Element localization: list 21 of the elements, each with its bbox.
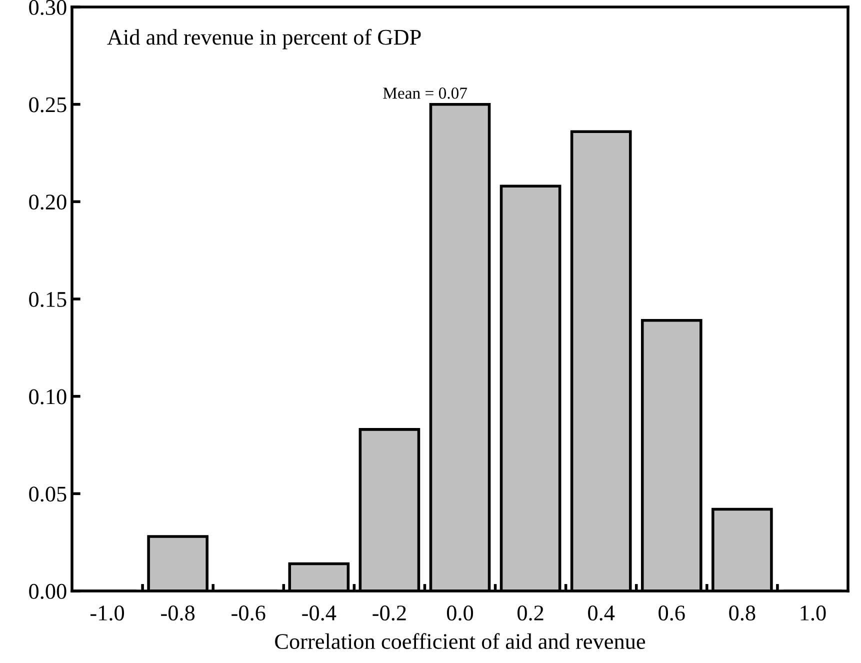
y-tick-label: 0.20 <box>29 194 66 210</box>
y-tick-label: 0.05 <box>29 486 66 502</box>
y-tick-label: 0.15 <box>29 292 66 308</box>
y-tick-label: 0.00 <box>29 584 66 600</box>
y-tick-label: 0.30 <box>29 0 66 16</box>
x-tick-label: -0.8 <box>161 606 195 621</box>
x-tick-label: 0.8 <box>729 606 756 621</box>
x-tick-label: 1.0 <box>800 606 826 621</box>
y-tick-label: 0.10 <box>29 389 66 404</box>
x-axis-title: Correlation coefficient of aid and revenue <box>275 633 646 650</box>
text: Aid and revenue in percent of GDP <box>107 28 421 50</box>
x-tick-label: 0.4 <box>588 606 615 621</box>
y-tick-label: 0.25 <box>29 97 66 112</box>
x-tick-label: -1.0 <box>90 606 124 621</box>
x-tick-label: 0.6 <box>658 606 685 621</box>
x-tick-label: 0.2 <box>518 606 544 621</box>
x-tick-label: -0.2 <box>372 606 406 621</box>
x-tick-label: -0.6 <box>232 606 266 621</box>
x-tick-label: -0.4 <box>302 606 336 621</box>
x-tick-label: 0.0 <box>446 606 474 621</box>
annotation: Mean = 0.07 <box>383 88 468 99</box>
